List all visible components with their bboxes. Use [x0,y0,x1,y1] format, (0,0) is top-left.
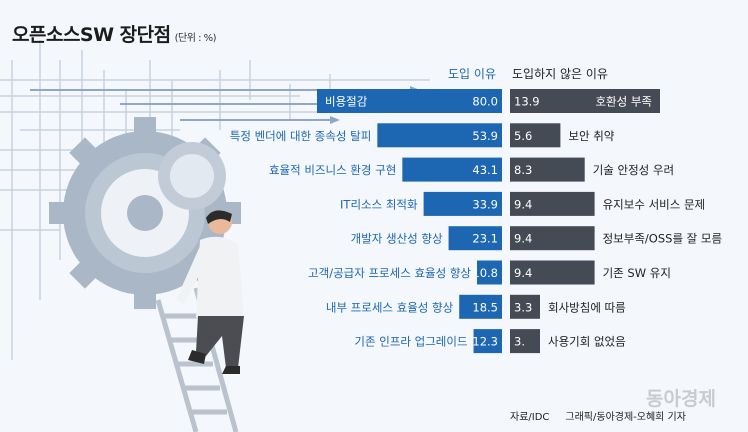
left-category-label: 기존 인프라 업그레이드 [354,335,467,349]
right-bar [510,294,540,319]
right-bar [510,191,595,216]
left-bar [473,329,502,354]
right-value-label: 13.9 [514,95,540,109]
left-category-label: 내부 프로세스 효율성 향상 [326,300,454,314]
left-value-label: 43.1 [472,163,498,177]
watermark: 동아경제 [646,388,716,410]
right-bar [510,157,585,182]
small-gear-icon [158,142,226,210]
left-category-label: 고객/공급자 프로세스 효율성 향상 [308,266,471,280]
right-value-label: 3.3 [514,300,532,314]
right-category-label: 회사방침에 따름 [548,300,626,314]
left-category-label: IT리소스 최적화 [340,197,418,211]
left-bar [477,260,502,285]
person [176,210,244,374]
left-series-title: 도입 이유 [448,67,496,81]
left-bar [317,89,502,113]
source-text: 자료/IDC [510,412,550,423]
right-category-label: 기존 SW 유지 [603,266,671,280]
left-category-label: 특정 벤더에 대한 종속성 탈피 [230,129,372,143]
left-category-label: 효율적 비즈니스 환경 구현 [269,163,396,177]
right-category-label: 사용기회 없었음 [548,335,626,349]
right-category-label: 유지보수 서비스 문제 [603,197,706,211]
right-value-label: 8.3 [514,163,532,177]
left-bar [402,157,502,182]
left-value-label: 18.5 [472,300,498,314]
right-bar [510,89,660,113]
left-value-label: 23.1 [472,232,498,246]
left-category-label: 개발자 생산성 향상 [351,232,443,246]
left-bar [377,123,502,148]
right-value-label: 9.4 [514,197,532,211]
chart-title-text: 오픈소스SW 장단점 [12,24,171,46]
right-category-label: 기술 안정성 우려 [593,163,674,177]
right-category-label: 호환성 부족 [595,95,652,109]
left-bar [459,294,502,319]
credit-text: 그래픽/동아경제-오혜희 기자 [565,412,686,423]
left-value-label: 53.9 [472,129,498,143]
right-bar [510,329,540,354]
right-value-label: 9.4 [514,232,532,246]
right-category-label: 정보부족/OSS를 잘 모름 [603,232,722,246]
right-bar [510,260,595,285]
chart-title: 오픈소스SW 장단점 (단위 : %) [12,20,217,47]
left-value-label: 80.0 [472,95,498,109]
right-value-label: 3. [514,335,525,349]
right-category-label: 보안 취약 [568,129,614,143]
right-bar [510,123,561,148]
right-series-title: 도입하지 않은 이유 [512,67,608,81]
left-value-label: 12.3 [472,335,498,349]
left-bar [423,191,502,216]
footer: 자료/IDC 그래픽/동아경제-오혜희 기자 [510,408,686,423]
left-value-label: 33.9 [472,197,498,211]
left-category-label: 비용절감 [325,95,368,109]
right-value-label: 9.4 [514,266,532,280]
left-value-label: 10.8 [472,266,498,280]
right-value-label: 5.6 [514,129,532,143]
right-bar [510,226,595,251]
left-bar [448,226,502,251]
unit-label: (단위 : %) [174,33,217,44]
